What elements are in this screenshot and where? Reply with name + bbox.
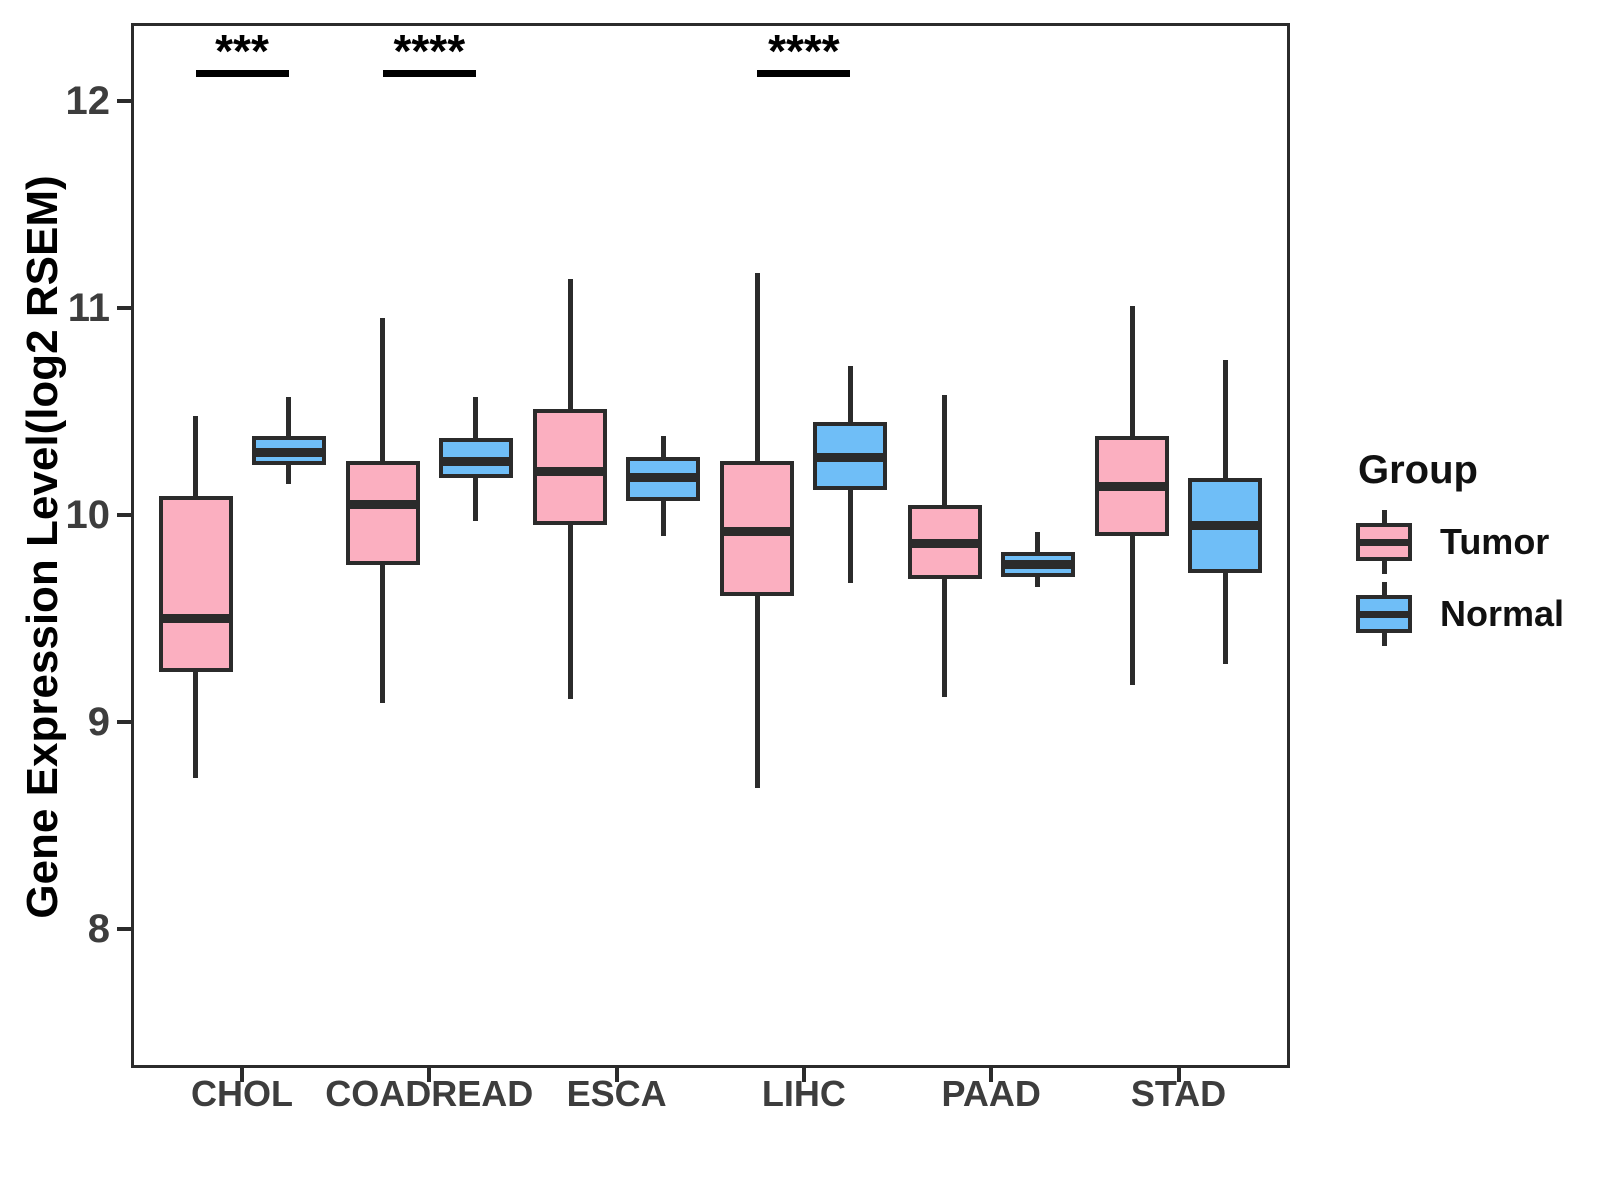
x-tick-label-LIHC: LIHC	[761, 1073, 846, 1114]
median-Tumor-COADREAD	[345, 500, 420, 510]
normal-boxplot-swatch-icon	[1356, 582, 1412, 646]
plot-panel	[131, 23, 1290, 1068]
x-tick-mark-ESCA	[614, 1068, 619, 1082]
y-tick-label-12: 12	[65, 79, 111, 123]
significance-label-LIHC: ****	[768, 25, 840, 77]
legend-item-normal: Normal	[1356, 582, 1600, 646]
y-tick-mark-8	[117, 927, 131, 931]
x-tick-label-CHOL: CHOL	[191, 1073, 293, 1114]
legend-item-tumor: Tumor	[1356, 510, 1600, 574]
median-Tumor-STAD	[1095, 481, 1169, 491]
significance-label-COADREAD: ****	[393, 25, 466, 77]
median-Normal-STAD	[1188, 520, 1262, 530]
significance-bar-LIHC	[757, 70, 851, 77]
median-Normal-CHOL	[251, 448, 326, 458]
x-tick-mark-COADREAD	[427, 1068, 432, 1082]
swatch-median	[1360, 611, 1408, 618]
median-Normal-ESCA	[626, 473, 701, 483]
x-tick-mark-LIHC	[801, 1068, 806, 1082]
median-Normal-COADREAD	[438, 456, 513, 466]
y-tick-label-8: 8	[87, 907, 110, 951]
y-tick-label-9: 9	[87, 700, 110, 744]
legend-label-normal: Normal	[1440, 593, 1565, 634]
median-Tumor-ESCA	[533, 467, 608, 477]
x-tick-mark-STAD	[1176, 1068, 1181, 1082]
median-Normal-LIHC	[813, 452, 888, 462]
y-tick-label-11: 11	[67, 286, 110, 330]
box-Tumor-COADREAD	[345, 461, 420, 565]
x-tick-label-PAAD: PAAD	[941, 1073, 1041, 1114]
median-Normal-PAAD	[1000, 560, 1075, 570]
median-Tumor-CHOL	[158, 614, 233, 623]
x-tick-label-STAD: STAD	[1130, 1073, 1227, 1114]
tumor-boxplot-swatch-icon	[1356, 510, 1412, 574]
y-tick-mark-9	[117, 720, 131, 724]
significance-bar-CHOL	[195, 70, 289, 77]
legend-title: Group	[1358, 448, 1478, 492]
median-Tumor-LIHC	[720, 527, 795, 537]
y-tick-label-10: 10	[65, 493, 111, 537]
x-tick-label-COADREAD: COADREAD	[325, 1073, 534, 1114]
significance-bar-COADREAD	[382, 70, 476, 77]
box-Tumor-CHOL	[158, 496, 233, 673]
y-axis-title: Gene Expression Level(log2 RSEM)	[18, 175, 67, 919]
y-tick-mark-11	[117, 306, 131, 310]
swatch-median	[1360, 539, 1408, 546]
y-tick-mark-10	[117, 513, 131, 517]
significance-label-CHOL: ***	[215, 25, 269, 77]
x-tick-mark-PAAD	[989, 1068, 994, 1082]
median-Tumor-PAAD	[907, 539, 982, 549]
x-tick-label-ESCA: ESCA	[566, 1073, 667, 1114]
x-tick-mark-CHOL	[240, 1068, 244, 1082]
legend-label-tumor: Tumor	[1440, 521, 1550, 562]
y-tick-mark-12	[117, 99, 131, 103]
